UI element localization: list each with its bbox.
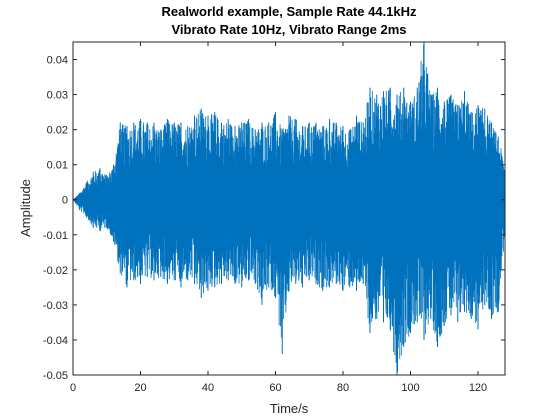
y-tick-label: 0.03 [47, 90, 68, 102]
x-tick-label: 20 [134, 382, 146, 394]
x-axis-ticks: 0 20 40 60 80 100 120 [70, 42, 487, 394]
waveform-series [73, 42, 505, 375]
x-axis-label: Time/s [270, 401, 309, 416]
y-tick-label: -0.04 [43, 335, 68, 347]
chart-title-line-2: Vibrato Rate 10Hz, Vibrato Range 2ms [171, 22, 406, 37]
y-tick-label: 0.02 [47, 125, 68, 137]
y-tick-label: 0.04 [47, 55, 68, 67]
y-axis-ticks: -0.05 -0.04 -0.03 -0.02 -0.01 0 0.01 0.02 0.03 0.… [43, 55, 505, 382]
x-tick-label: 60 [269, 382, 281, 394]
y-tick-label: -0.03 [43, 300, 68, 312]
axes-box [72, 41, 506, 376]
x-tick-label: 100 [401, 382, 419, 394]
y-tick-label: 0.01 [47, 160, 68, 172]
y-axis-label: Amplitude [18, 179, 33, 237]
x-tick-label: 40 [202, 382, 214, 394]
chart-title-line-1: Realworld example, Sample Rate 44.1kHz [161, 4, 417, 19]
y-tick-label: -0.02 [43, 265, 68, 277]
x-tick-label: 120 [469, 382, 487, 394]
y-tick-label: -0.01 [43, 230, 68, 242]
plot-area [73, 42, 505, 375]
x-tick-label: 80 [337, 382, 349, 394]
x-tick-label: 0 [70, 382, 76, 394]
y-tick-label: -0.05 [43, 370, 68, 382]
y-tick-label: 0 [62, 195, 68, 207]
